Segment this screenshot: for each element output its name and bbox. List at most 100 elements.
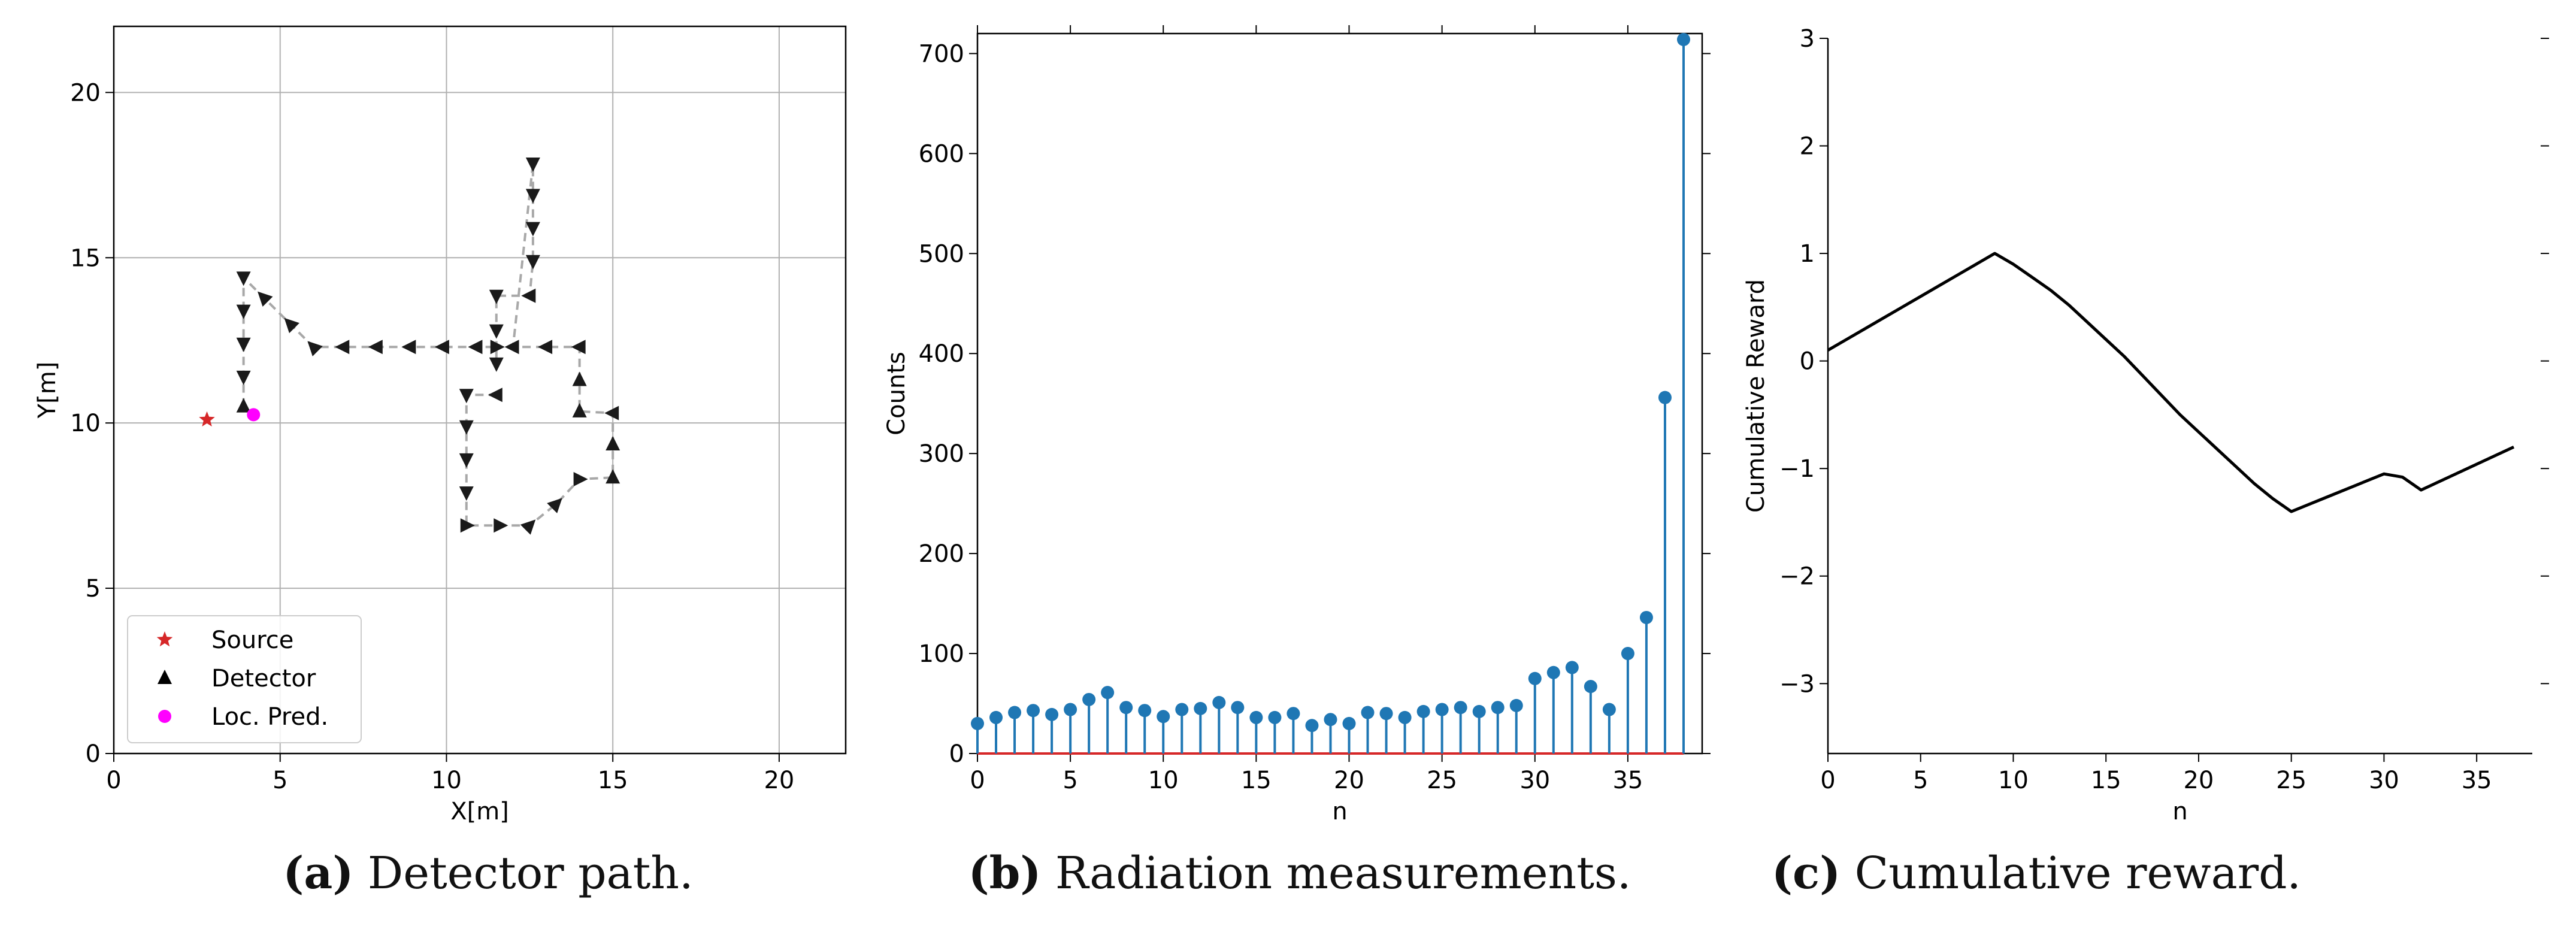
stem-marker xyxy=(1361,706,1375,719)
stem-marker xyxy=(1454,701,1467,715)
caption-b: (b) Radiation measurements. xyxy=(968,848,1631,899)
x-tick-label: 20 xyxy=(2183,767,2214,794)
detector-marker xyxy=(236,304,251,319)
stem-marker xyxy=(971,716,984,730)
detector-marker xyxy=(307,341,323,356)
stem-marker xyxy=(1472,704,1486,718)
reward-line xyxy=(1827,252,2515,513)
detector-marker xyxy=(494,518,508,533)
y-tick-label: 400 xyxy=(919,340,964,368)
y-tick-label: 2 xyxy=(1800,133,1815,161)
y-tick-label: −1 xyxy=(1779,455,1815,483)
x-tick-label: 10 xyxy=(431,767,462,794)
stem-marker xyxy=(1398,710,1412,724)
stem-marker xyxy=(989,710,1003,724)
stem-marker xyxy=(1342,716,1356,730)
caption-c: (c) Cumulative reward. xyxy=(1772,848,2301,899)
stem-marker xyxy=(1584,680,1597,694)
detector-marker xyxy=(521,288,536,303)
detector-marker xyxy=(236,370,251,385)
plot-frame xyxy=(976,32,1703,755)
legend-loc-pred-marker xyxy=(158,710,171,723)
y-tick-label: 100 xyxy=(919,640,964,668)
stem-marker xyxy=(1268,710,1282,724)
detector-marker xyxy=(525,158,540,173)
x-axis-label: X[m] xyxy=(450,798,509,825)
stem-marker xyxy=(1064,703,1077,716)
x-tick-label: 10 xyxy=(1148,767,1179,794)
detector-marker xyxy=(488,388,503,403)
loc-pred-marker xyxy=(247,408,261,422)
y-tick-label: −3 xyxy=(1779,670,1815,698)
y-tick-label: 1 xyxy=(1800,240,1815,268)
x-tick-label: 0 xyxy=(106,767,121,794)
x-tick-label: 20 xyxy=(1334,767,1364,794)
y-tick-label: −2 xyxy=(1779,563,1815,591)
stem-marker xyxy=(1435,703,1449,716)
detector-marker xyxy=(525,189,540,204)
x-tick-label: 25 xyxy=(2276,767,2306,794)
stem-marker xyxy=(1287,707,1300,721)
x-tick-label: 35 xyxy=(2462,767,2492,794)
y-tick-label: 5 xyxy=(86,575,101,603)
panel-b-radiation-measurements: 0 5 10 15 20 25 30 35 0 100 200 300 400 500 600 700 n Cou… xyxy=(883,25,1711,825)
stem-marker xyxy=(1305,719,1319,733)
stem-marker xyxy=(1138,704,1152,718)
y-tick-label: 20 xyxy=(70,79,101,107)
y-tick-label: 600 xyxy=(919,140,964,168)
stem-marker xyxy=(1639,610,1653,624)
y-tick-label: 3 xyxy=(1800,25,1815,53)
stem-marker xyxy=(1621,647,1634,661)
stem-marker xyxy=(1565,661,1579,674)
detector-marker xyxy=(525,255,540,270)
x-tick-label: 5 xyxy=(273,767,287,794)
y-tick-label: 500 xyxy=(919,240,964,268)
detector-marker xyxy=(606,436,620,451)
legend: Source Detector Loc. Pred. xyxy=(127,615,362,743)
detector-marker xyxy=(489,289,504,304)
detector-marker xyxy=(459,453,474,468)
detector-marker xyxy=(573,471,588,486)
stem-marker xyxy=(1416,704,1430,718)
detector-marker xyxy=(490,340,505,355)
x-tick-label: 10 xyxy=(1998,767,2029,794)
x-tick-label: 25 xyxy=(1427,767,1457,794)
caption-a: (a) Detector path. xyxy=(283,848,694,899)
y-tick-label: 0 xyxy=(1800,348,1815,376)
detector-marker xyxy=(525,222,540,237)
detector-marker xyxy=(236,337,251,352)
detector-marker xyxy=(489,324,504,339)
legend-box xyxy=(127,615,362,743)
legend-source-marker xyxy=(156,631,173,647)
y-tick-label: 10 xyxy=(70,410,101,437)
legend-label: Loc. Pred. xyxy=(211,703,328,731)
stem-marker xyxy=(1045,707,1059,721)
x-tick-label: 0 xyxy=(970,767,985,794)
detector-marker xyxy=(606,469,620,484)
detector-marker xyxy=(401,340,416,355)
detector-marker xyxy=(258,291,273,307)
plot-frame xyxy=(113,25,847,755)
y-axis-label: Counts xyxy=(883,352,910,435)
stem-marker xyxy=(1324,713,1337,727)
detector-marker xyxy=(459,486,474,501)
x-tick-label: 5 xyxy=(1913,767,1928,794)
legend-label: Detector xyxy=(211,665,316,692)
detector-marker xyxy=(489,357,504,372)
stem-marker xyxy=(1528,671,1542,685)
stem-marker xyxy=(1509,698,1523,712)
stem-marker xyxy=(1194,701,1207,715)
y-tick-label: 15 xyxy=(70,244,101,272)
detector-marker xyxy=(538,340,553,355)
stem-marker xyxy=(1212,695,1226,709)
detector-marker xyxy=(604,406,619,420)
y-axis-label: Cumulative Reward xyxy=(1742,279,1770,513)
stem-marker xyxy=(1101,686,1115,700)
source-marker xyxy=(199,411,215,426)
stem-marker xyxy=(1008,706,1022,719)
x-axis-label: n xyxy=(2172,798,2187,825)
detector-marker xyxy=(236,271,251,286)
detector-marker xyxy=(459,389,474,404)
legend-label: Source xyxy=(211,627,293,654)
y-tick-label: 300 xyxy=(919,440,964,468)
